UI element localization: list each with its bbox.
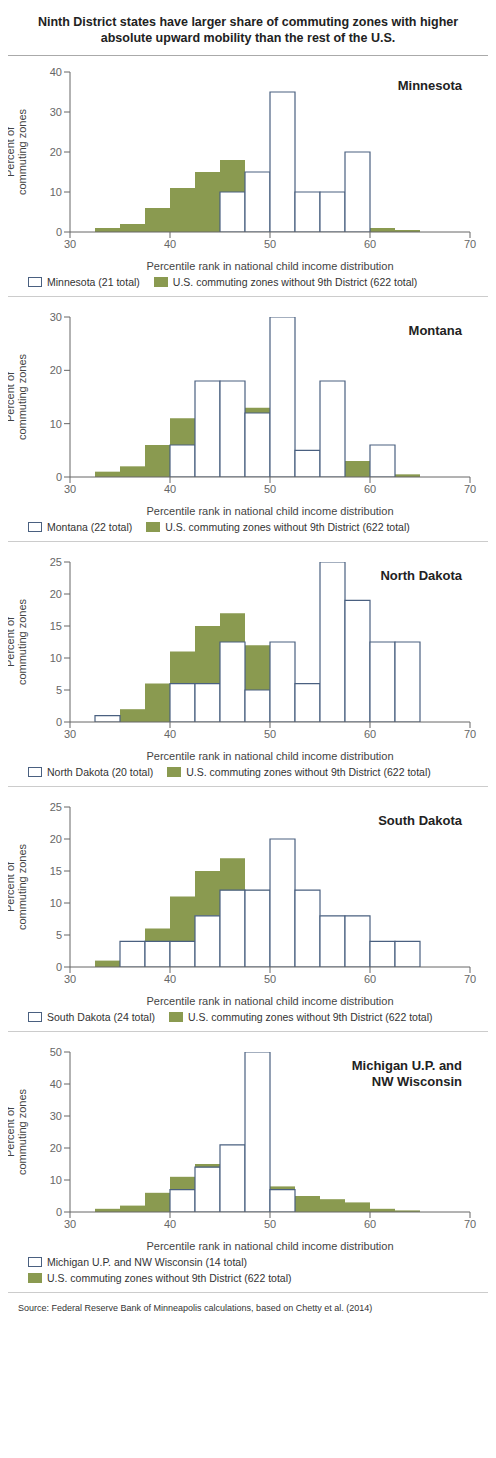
svg-text:Percent ofcommuting zones: Percent ofcommuting zones: [8, 353, 28, 440]
svg-text:0: 0: [56, 960, 62, 972]
svg-text:50: 50: [264, 972, 276, 984]
html-text:Montana: Montana: [408, 322, 462, 338]
html-text:U.S. commuting zones without 9: U.S. commuting zones without 9th Distric…: [188, 1010, 433, 1023]
svg-text:20: 20: [50, 832, 62, 844]
svg-text:Percent ofcommuting zones: Percent ofcommuting zones: [8, 108, 28, 195]
svg-text:Percentile rank in national ch: Percentile rank in national child income…: [146, 1240, 393, 1252]
svg-text:10: 10: [50, 185, 62, 197]
svg-text:40: 40: [164, 1217, 176, 1229]
svg-text:20: 20: [50, 587, 62, 599]
svg-text:Percent ofcommuting zones: Percent ofcommuting zones: [8, 1088, 28, 1175]
svg-text:Percentile rank in national ch: Percentile rank in national child income…: [146, 260, 393, 272]
svg-text:30: 30: [64, 1217, 76, 1229]
svg-text:Percentile rank in national ch: Percentile rank in national child income…: [146, 750, 393, 762]
svg-text:30: 30: [64, 237, 76, 249]
svg-text:15: 15: [50, 619, 62, 631]
svg-text:Percentile rank in national ch: Percentile rank in national child income…: [146, 995, 393, 1007]
html-text:NW Wisconsin: NW Wisconsin: [371, 1073, 462, 1089]
svg-text:30: 30: [50, 1109, 62, 1121]
svg-text:20: 20: [50, 1141, 62, 1153]
svg-text:30: 30: [50, 105, 62, 117]
svg-text:40: 40: [164, 972, 176, 984]
html-text:Minnesota (21 total): Minnesota (21 total): [47, 275, 140, 288]
svg-text:40: 40: [164, 727, 176, 739]
svg-text:15: 15: [50, 864, 62, 876]
html-text:Source: Federal Reserve Bank o: Source: Federal Reserve Bank of Minneapo…: [18, 1302, 373, 1313]
svg-text:60: 60: [364, 1217, 376, 1229]
html-text:Montana (22 total): Montana (22 total): [47, 520, 133, 533]
svg-text:Percent ofcommuting zones: Percent ofcommuting zones: [8, 843, 28, 930]
svg-text:25: 25: [50, 800, 62, 812]
html-text:U.S. commuting zones without 9: U.S. commuting zones without 9th Distric…: [186, 765, 431, 778]
svg-text:70: 70: [464, 237, 476, 249]
svg-text:60: 60: [364, 727, 376, 739]
html-text:Michigan U.P. and NW Wisconsin: Michigan U.P. and NW Wisconsin (14 total…: [47, 1255, 247, 1268]
svg-text:Percent ofcommuting zones: Percent ofcommuting zones: [8, 598, 28, 685]
svg-text:70: 70: [464, 972, 476, 984]
svg-text:0: 0: [56, 470, 62, 482]
svg-text:5: 5: [56, 928, 62, 940]
svg-text:30: 30: [64, 482, 76, 494]
svg-text:20: 20: [50, 145, 62, 157]
html-text:U.S. commuting zones without 9: U.S. commuting zones without 9th Distric…: [165, 520, 410, 533]
svg-text:40: 40: [164, 482, 176, 494]
svg-text:50: 50: [264, 237, 276, 249]
svg-text:70: 70: [464, 482, 476, 494]
html-text:South Dakota: South Dakota: [378, 812, 462, 828]
html-text:U.S. commuting zones without 9: U.S. commuting zones without 9th Distric…: [172, 275, 418, 288]
svg-text:30: 30: [64, 727, 76, 739]
svg-text:10: 10: [50, 1173, 62, 1185]
svg-text:60: 60: [364, 482, 376, 494]
svg-text:5: 5: [56, 683, 62, 695]
svg-text:20: 20: [50, 364, 62, 376]
svg-text:70: 70: [464, 727, 476, 739]
svg-text:60: 60: [364, 972, 376, 984]
html-text:Ninth District states have lar: Ninth District states have larger share …: [37, 15, 459, 29]
svg-text:50: 50: [264, 727, 276, 739]
svg-text:40: 40: [50, 1077, 62, 1089]
svg-text:10: 10: [50, 651, 62, 663]
svg-text:40: 40: [50, 65, 62, 77]
html-text:absolute upward mobility than: absolute upward mobility than the rest o…: [100, 31, 396, 46]
svg-text:0: 0: [56, 715, 62, 727]
svg-text:40: 40: [164, 237, 176, 249]
svg-text:30: 30: [64, 972, 76, 984]
svg-text:10: 10: [50, 417, 62, 429]
svg-text:50: 50: [264, 1217, 276, 1229]
svg-text:25: 25: [50, 555, 62, 567]
svg-text:30: 30: [50, 310, 62, 322]
html-text:Minnesota: Minnesota: [397, 77, 462, 93]
html-text:U.S. commuting zones without 9: U.S. commuting zones without 9th Distric…: [47, 1271, 292, 1284]
svg-text:60: 60: [364, 237, 376, 249]
html-text:North Dakota: North Dakota: [380, 567, 462, 583]
svg-text:0: 0: [56, 225, 62, 237]
svg-text:10: 10: [50, 896, 62, 908]
svg-text:0: 0: [56, 1205, 62, 1217]
html-text:South Dakota (24 total): South Dakota (24 total): [47, 1010, 155, 1023]
svg-text:Percentile rank in national ch: Percentile rank in national child income…: [146, 505, 393, 517]
html-text:North Dakota (20 total): North Dakota (20 total): [47, 765, 154, 778]
svg-text:50: 50: [264, 482, 276, 494]
svg-text:50: 50: [50, 1045, 62, 1057]
svg-text:70: 70: [464, 1217, 476, 1229]
html-text:Michigan U.P. and: Michigan U.P. and: [351, 1057, 462, 1073]
